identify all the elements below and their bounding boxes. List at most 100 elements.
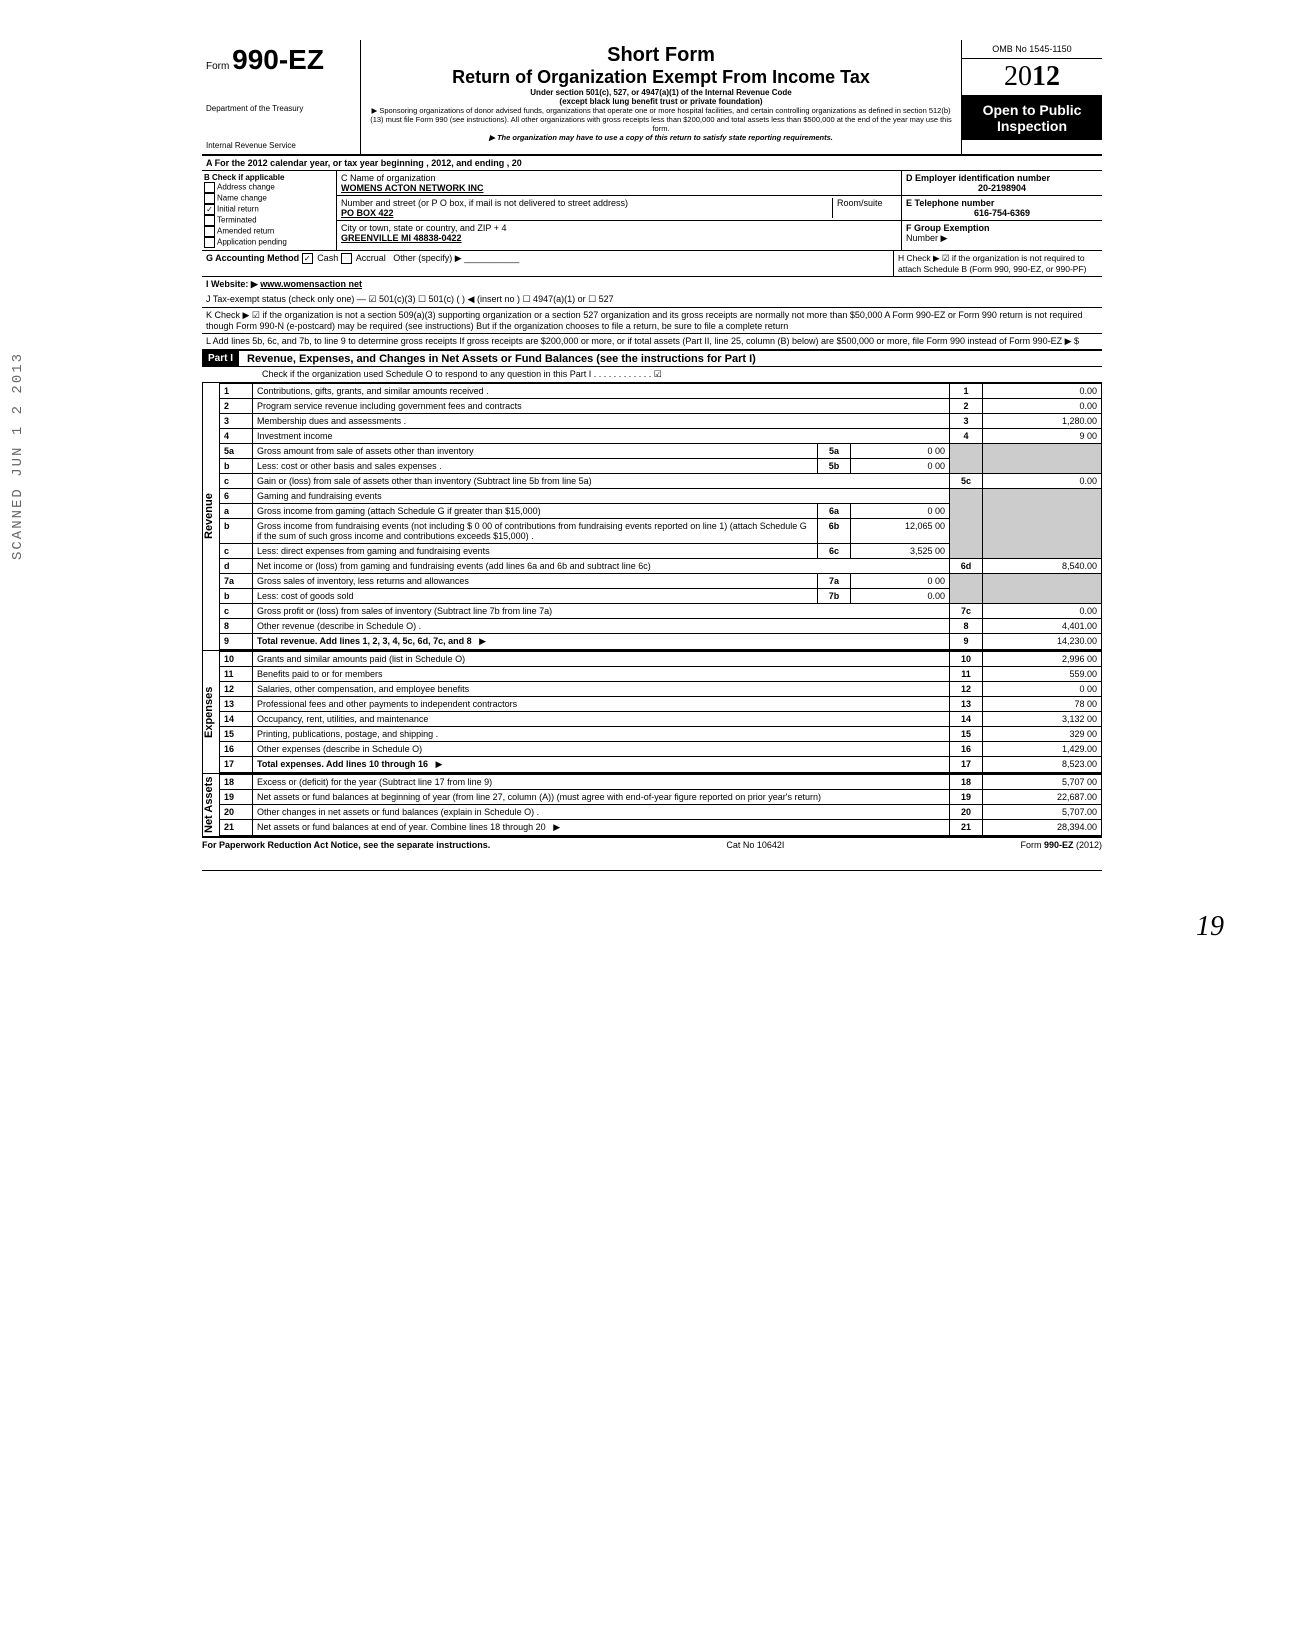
l16-desc: Other expenses (describe in Schedule O) xyxy=(257,744,422,754)
title-main: Return of Organization Exempt From Incom… xyxy=(369,67,953,88)
phone: 616-754-6369 xyxy=(906,208,1098,218)
section-c: C Name of organization WOMENS ACTON NETW… xyxy=(337,171,901,250)
form-page: Form 990-EZ Department of the Treasury I… xyxy=(202,40,1102,871)
chk-label-2: Initial return xyxy=(217,205,259,214)
l10-amt: 2,996 00 xyxy=(983,652,1102,667)
check-accrual[interactable] xyxy=(341,253,352,264)
section-f-label: F Group Exemption xyxy=(906,223,990,233)
l11-amt: 559.00 xyxy=(983,667,1102,682)
section-i: I Website: ▶ www.womensaction net xyxy=(202,277,1102,292)
check-initial-return[interactable]: Initial return xyxy=(204,204,334,215)
l12-amt: 0 00 xyxy=(983,682,1102,697)
chk-label-1: Name change xyxy=(217,194,267,203)
l5a-sub: 0 00 xyxy=(851,444,950,459)
l2-amt: 0.00 xyxy=(983,399,1102,414)
l1-amt: 0.00 xyxy=(983,384,1102,399)
page-footer: For Paperwork Reduction Act Notice, see … xyxy=(202,838,1102,850)
l6d-amt: 8,540.00 xyxy=(983,559,1102,574)
year-prefix: 20 xyxy=(1004,61,1032,92)
section-e-label: E Telephone number xyxy=(906,198,1098,208)
part1-check: Check if the organization used Schedule … xyxy=(202,366,1102,382)
check-address-change[interactable]: Address change xyxy=(204,182,334,193)
check-terminated[interactable]: Terminated xyxy=(204,215,334,226)
header-note1: ▶ Sponsoring organizations of donor advi… xyxy=(369,106,953,133)
l5b-desc: Less: cost or other basis and sales expe… xyxy=(257,461,442,471)
open-line1: Open to Public xyxy=(968,102,1096,118)
l21-amt: 28,394.00 xyxy=(983,820,1102,836)
section-gh-row: G Accounting Method Cash Accrual Other (… xyxy=(202,251,1102,277)
check-pending[interactable]: Application pending xyxy=(204,237,334,248)
omb-number: OMB No 1545-1150 xyxy=(962,40,1102,59)
ein: 20-2198904 xyxy=(906,183,1098,193)
chk-label-4: Amended return xyxy=(217,227,274,236)
section-b: B Check if applicable Address change Nam… xyxy=(202,171,337,250)
section-h: H Check ▶ ☑ if the organization is not r… xyxy=(893,251,1102,276)
l12-desc: Salaries, other compensation, and employ… xyxy=(257,684,469,694)
l5b-sub: 0 00 xyxy=(851,459,950,474)
cash-label: Cash xyxy=(317,253,338,263)
subtitle: Under section 501(c), 527, or 4947(a)(1)… xyxy=(369,88,953,97)
chk-label-0: Address change xyxy=(217,183,275,192)
scanned-stamp: SCANNED JUN 1 2 2013 xyxy=(10,352,26,560)
website: www.womensaction net xyxy=(260,279,362,290)
l14-desc: Occupancy, rent, utilities, and maintena… xyxy=(257,714,428,724)
section-l: L Add lines 5b, 6c, and 7b, to line 9 to… xyxy=(202,333,1102,350)
section-b-label: B Check if applicable xyxy=(204,173,334,182)
l16-amt: 1,429.00 xyxy=(983,742,1102,757)
expenses-section: Expenses 10Grants and similar amounts pa… xyxy=(202,650,1102,773)
l9-desc: Total revenue. Add lines 1, 2, 3, 4, 5c,… xyxy=(257,636,472,646)
sections-def: D Employer identification number 20-2198… xyxy=(901,171,1102,250)
check-cash[interactable] xyxy=(302,253,313,264)
l6a-desc: Gross income from gaming (attach Schedul… xyxy=(257,506,541,516)
room-suite-label: Room/suite xyxy=(832,198,897,218)
expenses-label: Expenses xyxy=(202,651,219,773)
chk-label-3: Terminated xyxy=(217,216,257,225)
section-k: K Check ▶ ☑ if the organization is not a… xyxy=(202,308,1102,333)
l17-desc: Total expenses. Add lines 10 through 16 xyxy=(257,759,428,769)
l20-amt: 5,707.00 xyxy=(983,805,1102,820)
form-prefix: Form xyxy=(206,61,229,72)
l6a-sub: 0 00 xyxy=(851,504,950,519)
revenue-section: Revenue 1Contributions, gifts, grants, a… xyxy=(202,382,1102,650)
l7a-desc: Gross sales of inventory, less returns a… xyxy=(257,576,469,586)
l5a-desc: Gross amount from sale of assets other t… xyxy=(257,446,474,456)
footer-left: For Paperwork Reduction Act Notice, see … xyxy=(202,840,490,850)
header-center: Short Form Return of Organization Exempt… xyxy=(361,40,962,154)
l15-desc: Printing, publications, postage, and shi… xyxy=(257,729,438,739)
l7b-sub: 0.00 xyxy=(851,589,950,604)
section-j: J Tax-exempt status (check only one) — ☑… xyxy=(202,292,1102,308)
l1-desc: Contributions, gifts, grants, and simila… xyxy=(257,386,489,396)
section-g: G Accounting Method Cash Accrual Other (… xyxy=(202,251,893,276)
l9-amt: 14,230.00 xyxy=(983,634,1102,650)
l11-desc: Benefits paid to or for members xyxy=(257,669,383,679)
l8-amt: 4,401.00 xyxy=(983,619,1102,634)
org-city: GREENVILLE MI 48838-0422 xyxy=(341,233,897,243)
l3-amt: 1,280.00 xyxy=(983,414,1102,429)
org-address: PO BOX 422 xyxy=(341,208,832,218)
l2-desc: Program service revenue including govern… xyxy=(257,401,522,411)
l13-desc: Professional fees and other payments to … xyxy=(257,699,517,709)
revenue-label: Revenue xyxy=(202,383,219,650)
accrual-label: Accrual xyxy=(356,253,386,263)
l4-desc: Investment income xyxy=(257,431,333,441)
sections-bf: B Check if applicable Address change Nam… xyxy=(202,171,1102,251)
netassets-section: Net Assets 18Excess or (deficit) for the… xyxy=(202,773,1102,838)
year-suffix: 12 xyxy=(1032,61,1060,92)
addr-label: Number and street (or P O box, if mail i… xyxy=(341,198,832,208)
l14-amt: 3,132 00 xyxy=(983,712,1102,727)
org-name: WOMENS ACTON NETWORK INC xyxy=(341,183,897,193)
l6b-desc: Gross income from fundraising events (no… xyxy=(257,521,807,541)
check-amended[interactable]: Amended return xyxy=(204,226,334,237)
l18-desc: Excess or (deficit) for the year (Subtra… xyxy=(257,777,492,787)
section-i-label: I Website: ▶ xyxy=(206,279,258,290)
revenue-table: 1Contributions, gifts, grants, and simil… xyxy=(219,383,1102,650)
check-name-change[interactable]: Name change xyxy=(204,193,334,204)
section-a: A For the 2012 calendar year, or tax yea… xyxy=(202,156,526,170)
handwritten-page-number: 19 xyxy=(40,911,1224,943)
expenses-table: 10Grants and similar amounts paid (list … xyxy=(219,651,1102,773)
l19-amt: 22,687.00 xyxy=(983,790,1102,805)
footer-right: Form 990-EZ (2012) xyxy=(1020,840,1102,850)
l6-desc: Gaming and fundraising events xyxy=(257,491,382,501)
l5c-amt: 0.00 xyxy=(983,474,1102,489)
other-label: Other (specify) ▶ xyxy=(393,253,461,263)
